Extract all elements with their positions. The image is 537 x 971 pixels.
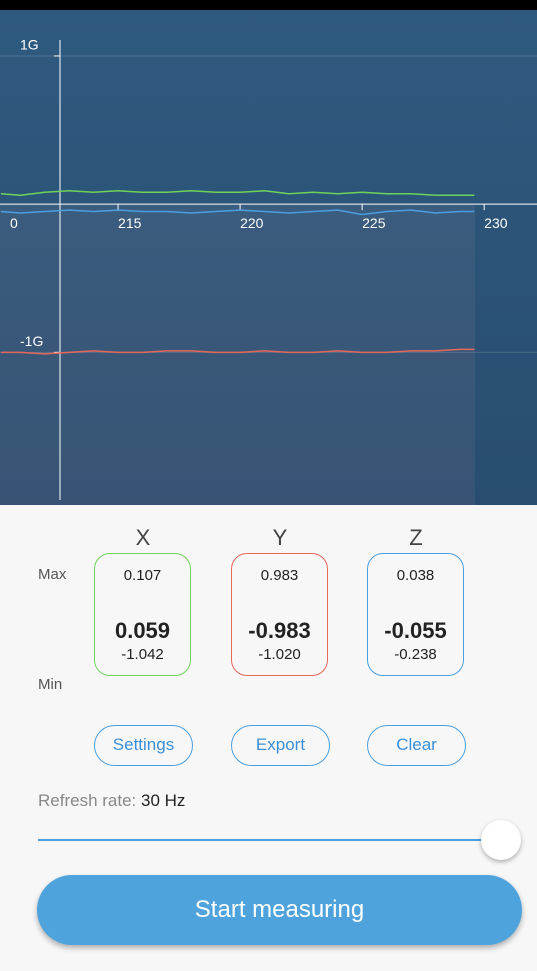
current-value: -0.983 <box>248 618 311 643</box>
max-value: 0.038 <box>396 567 435 584</box>
y-tick-label: -1G <box>20 333 43 349</box>
current-value: -0.055 <box>384 618 447 643</box>
x-tick-label: 225 <box>362 215 386 231</box>
chart: 1G -1G 0 215 220 225 230 <box>0 0 537 505</box>
max-value: 0.107 <box>123 567 162 584</box>
chart-background <box>0 0 537 505</box>
min-value: -1.020 <box>258 646 301 663</box>
start-button[interactable]: Start measuring <box>37 875 522 945</box>
y-tick-label: 1G <box>20 37 39 53</box>
refresh-rate: Refresh rate: 30 Hz <box>38 791 185 811</box>
data-line <box>0 209 475 216</box>
column-header: X <box>135 525 151 550</box>
data-line <box>0 190 475 197</box>
value-card: 0.983 -0.983 -1.020 <box>231 553 328 676</box>
button[interactable]: Export <box>231 725 330 766</box>
refresh-value: 30 Hz <box>141 791 186 810</box>
x-tick-label: 215 <box>118 215 142 231</box>
column-header: Y <box>272 525 288 550</box>
value-card: 0.038 -0.055 -0.238 <box>367 553 464 676</box>
button[interactable]: Clear <box>367 725 466 766</box>
x-tick-label: 230 <box>484 215 508 231</box>
refresh-label: Refresh rate: <box>38 791 137 810</box>
x-tick-label: 220 <box>240 215 264 231</box>
button[interactable]: Settings <box>94 725 193 766</box>
column-header: Z <box>409 525 423 550</box>
min-value: -0.238 <box>394 646 437 663</box>
slider-knob[interactable] <box>481 820 521 860</box>
data-line <box>0 348 475 355</box>
x-tick-label: 0 <box>10 215 18 231</box>
row-label: Max <box>38 566 67 583</box>
max-value: 0.983 <box>260 567 299 584</box>
slider-track[interactable] <box>38 839 500 841</box>
chart-overlay <box>0 205 475 505</box>
status-bar <box>0 0 537 10</box>
value-card: 0.107 0.059 -1.042 <box>94 553 191 676</box>
current-value: 0.059 <box>114 618 171 643</box>
row-label: Min <box>38 676 63 693</box>
min-value: -1.042 <box>121 646 164 663</box>
